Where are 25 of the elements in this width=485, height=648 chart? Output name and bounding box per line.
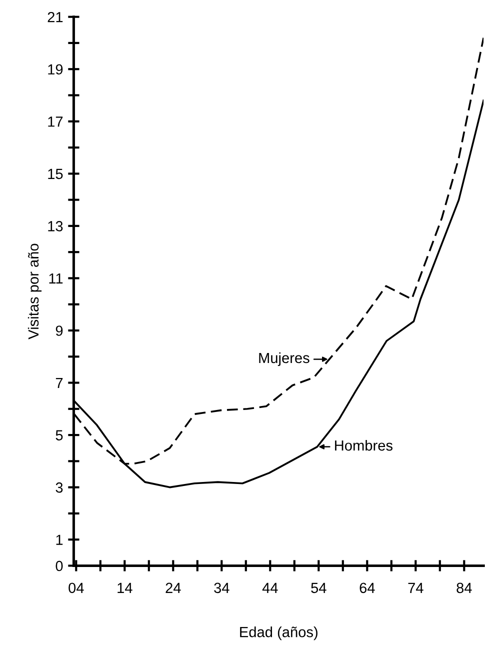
x-axis-title: Edad (años) — [240, 626, 318, 640]
y-tick-label: 19 — [48, 64, 63, 75]
y-tick-label: 21 — [48, 12, 63, 22]
x-tick-label: 24 — [166, 582, 181, 593]
series-label: Mujeres — [259, 352, 310, 366]
y-tick-label: 15 — [48, 168, 63, 180]
x-tick-label: 04 — [68, 582, 84, 594]
y-tick-label: 3 — [56, 482, 63, 493]
x-tick-label: 34 — [214, 582, 230, 594]
y-tick-label: 7 — [56, 378, 63, 388]
y-tick-label: 13 — [48, 221, 63, 232]
x-tick-label: 74 — [408, 582, 424, 593]
y-tick-label: 17 — [48, 116, 63, 127]
y-tick-label: 1 — [56, 534, 63, 545]
x-tick-label: 54 — [311, 582, 326, 594]
x-tick-label: 64 — [360, 582, 375, 594]
x-tick-label: 84 — [456, 582, 472, 594]
y-axis-title: Visitas por año — [28, 244, 42, 340]
x-tick-label: 14 — [118, 582, 132, 593]
y-tick-label: 5 — [56, 430, 63, 440]
y-tick-label: 0 — [56, 560, 63, 572]
legend-label: Hombres — [335, 440, 392, 451]
y-tick-label: 11 — [49, 273, 63, 284]
x-tick-label: 44 — [262, 582, 278, 593]
y-tick-label: 9 — [56, 326, 63, 336]
